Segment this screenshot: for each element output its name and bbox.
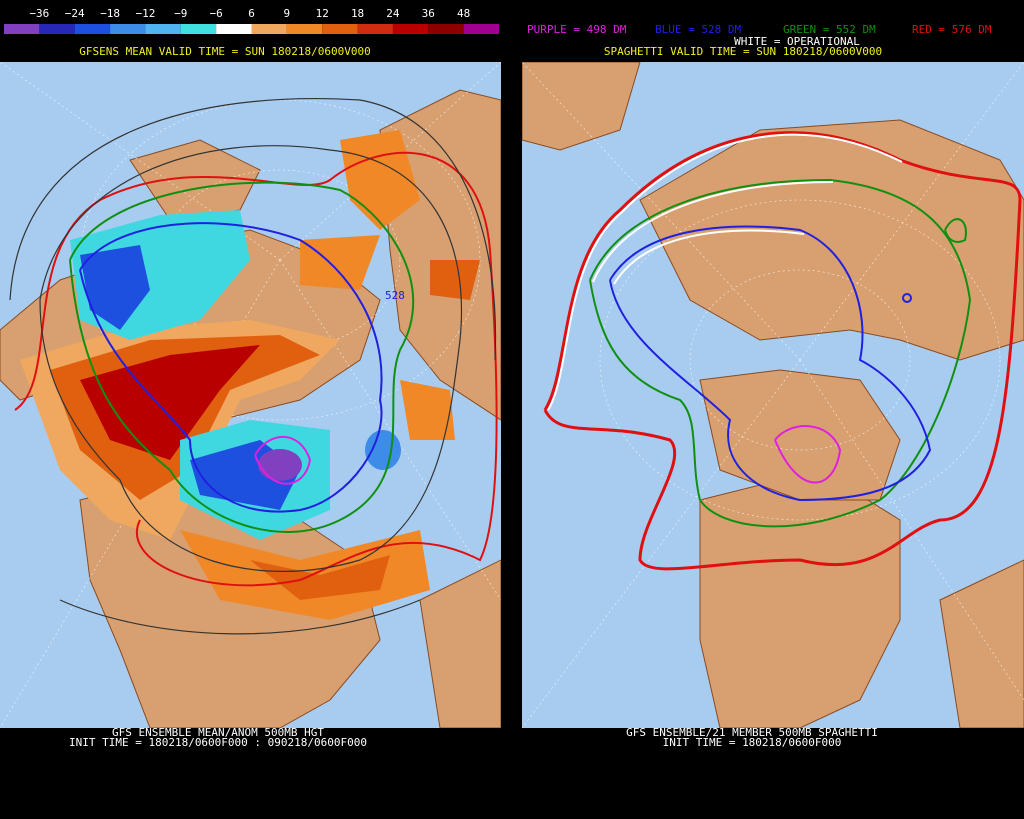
colorbar-swatch xyxy=(357,24,393,34)
colorbar-swatch xyxy=(322,24,358,34)
colorbar-label: −9 xyxy=(174,7,187,20)
left-title: GFSENS MEAN VALID TIME = SUN 180218/0600… xyxy=(79,45,370,58)
left-map: 528 xyxy=(0,62,501,728)
colorbar-swatch xyxy=(4,24,40,34)
left-footer: INIT TIME = 180218/0600F000 : 090218/060… xyxy=(69,736,367,749)
colorbar-label: −12 xyxy=(135,7,155,20)
legend-entry: GREEN = 552 DM xyxy=(783,23,876,36)
legend-entry: BLUE = 528 DM xyxy=(655,23,741,36)
left-footer: GFS ENSEMBLE MEAN/ANOM 500MB HGT xyxy=(112,726,324,739)
colorbar-swatch xyxy=(392,24,429,34)
colorbar-swatch xyxy=(286,24,323,34)
colorbar-label: −18 xyxy=(100,7,120,20)
colorbar-label: 24 xyxy=(386,7,400,20)
right-footer: GFS ENSEMBLE/21 MEMBER 500MB SPAGHETTI xyxy=(626,726,878,739)
colorbar: −36 −24 −18 −12 −9 −6 6 9 12 18 24 36 48 xyxy=(4,7,499,34)
operational-label: WHITE = OPERATIONAL xyxy=(734,35,860,48)
colorbar-label: −36 xyxy=(29,7,49,20)
colorbar-label: −6 xyxy=(210,7,223,20)
colorbar-label: 36 xyxy=(422,7,435,20)
legend: PURPLE = 498 DM BLUE = 528 DM GREEN = 552 … xyxy=(527,23,992,36)
colorbar-swatch xyxy=(145,24,181,34)
colorbar-swatch xyxy=(74,24,111,34)
right-map xyxy=(522,62,1024,728)
colorbar-swatch xyxy=(428,24,464,34)
colorbar-swatch xyxy=(216,24,252,34)
contour-label: 528 xyxy=(385,289,405,302)
colorbar-label: 12 xyxy=(316,7,329,20)
legend-entry: PURPLE = 498 DM xyxy=(527,23,627,36)
colorbar-swatch xyxy=(110,24,146,34)
right-footer: INIT TIME = 180218/0600F000 xyxy=(663,736,842,749)
colorbar-swatch xyxy=(180,24,217,34)
colorbar-swatch xyxy=(251,24,287,34)
colorbar-swatch xyxy=(463,24,499,34)
legend-entry: RED = 576 DM xyxy=(912,23,992,36)
colorbar-swatch xyxy=(39,24,75,34)
colorbar-label: 6 xyxy=(248,7,255,20)
colorbar-label: 18 xyxy=(351,7,364,20)
colorbar-label: −24 xyxy=(65,7,85,20)
right-title: SPAGHETTI VALID TIME = SUN 180218/0600V0… xyxy=(604,45,882,58)
colorbar-label: 9 xyxy=(284,7,291,20)
colorbar-label: 48 xyxy=(457,7,470,20)
